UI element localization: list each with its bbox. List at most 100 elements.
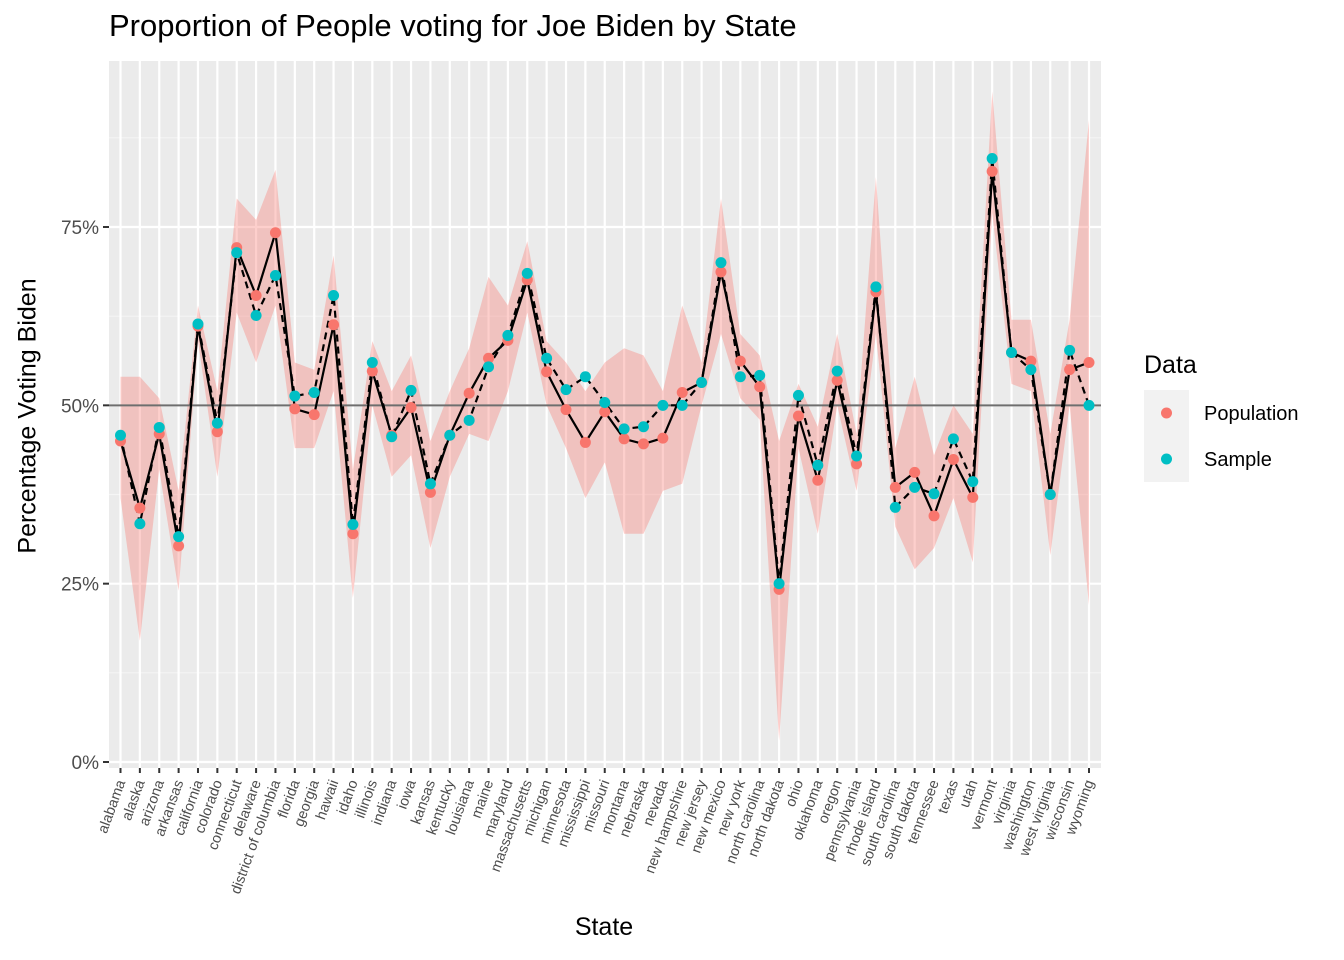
data-point-sample — [541, 352, 553, 364]
data-point-sample — [696, 377, 708, 389]
data-point-sample — [967, 476, 979, 488]
legend-title: Data — [1144, 351, 1197, 379]
data-point-sample — [792, 389, 804, 401]
data-point-sample — [502, 329, 514, 341]
data-point-population — [754, 381, 766, 393]
data-point-population — [560, 404, 572, 416]
x-axis-title: State — [574, 913, 634, 941]
data-point-sample — [386, 431, 398, 443]
data-point-population — [1025, 355, 1037, 367]
y-axis: 0% 25% 50% 75% — [61, 218, 109, 774]
y-tick-label: 25% — [61, 575, 99, 596]
data-point-sample — [773, 578, 785, 590]
data-point-population — [986, 165, 998, 177]
data-point-population — [134, 502, 146, 514]
data-point-population — [308, 409, 320, 421]
data-point-sample — [715, 257, 727, 269]
data-point-sample — [134, 518, 146, 530]
data-point-sample — [560, 384, 572, 396]
data-point-sample — [579, 371, 591, 383]
data-point-sample — [1044, 489, 1056, 500]
data-point-sample — [1083, 399, 1095, 411]
data-point-population — [618, 433, 630, 445]
data-point-sample — [986, 153, 998, 165]
x-axis: alabamaalaskaarizonaarkansascaliforniaco… — [95, 768, 1098, 896]
data-point-population — [483, 352, 495, 364]
data-point-sample — [424, 478, 436, 490]
data-point-population — [405, 401, 417, 413]
data-point-population — [676, 386, 688, 398]
data-point-sample — [657, 399, 669, 411]
legend-key-sample — [1161, 453, 1172, 465]
data-point-population — [269, 227, 281, 239]
data-point-sample — [618, 423, 630, 435]
data-point-population — [909, 466, 921, 478]
y-tick-label: 50% — [61, 396, 99, 417]
data-point-sample — [909, 481, 921, 493]
data-point-population — [424, 486, 436, 498]
data-point-population — [715, 266, 727, 278]
data-point-population — [366, 365, 378, 377]
data-point-population — [792, 410, 804, 422]
data-point-sample — [463, 414, 475, 426]
data-point-sample — [308, 386, 320, 398]
data-point-sample — [192, 318, 204, 330]
data-point-sample — [889, 501, 901, 513]
data-point-sample — [947, 433, 959, 445]
data-point-population — [289, 403, 301, 415]
legend-key-population — [1161, 407, 1172, 419]
data-point-population — [250, 289, 262, 301]
data-point-sample — [211, 417, 223, 429]
data-point-population — [541, 366, 553, 378]
data-point-sample — [676, 399, 688, 411]
data-point-sample — [153, 421, 165, 433]
data-point-sample — [115, 429, 126, 441]
data-point-sample — [444, 429, 456, 441]
data-point-population — [967, 491, 979, 503]
data-point-sample — [599, 396, 611, 408]
data-point-population — [851, 458, 863, 470]
data-point-sample — [328, 289, 340, 301]
data-point-sample — [483, 361, 495, 373]
data-point-population — [734, 355, 746, 367]
data-point-sample — [1064, 344, 1076, 356]
data-point-population — [657, 432, 669, 444]
data-point-population — [831, 374, 843, 386]
data-point-population — [812, 474, 824, 486]
data-point-population — [328, 319, 340, 331]
data-point-sample — [366, 357, 378, 369]
y-tick-label: 0% — [72, 753, 100, 774]
data-point-population — [1083, 357, 1095, 369]
data-point-sample — [521, 267, 533, 279]
data-point-population — [637, 438, 649, 450]
data-point-population — [947, 454, 959, 466]
data-point-sample — [405, 384, 417, 396]
legend: Data Population Sample — [1144, 351, 1299, 482]
data-point-population — [1064, 364, 1076, 376]
data-point-sample — [1025, 364, 1037, 376]
data-point-population — [463, 387, 475, 399]
data-point-sample — [851, 450, 863, 462]
y-tick-label: 75% — [61, 218, 99, 239]
data-point-population — [579, 436, 591, 448]
points-layer — [115, 153, 1095, 595]
data-point-sample — [1006, 347, 1018, 359]
data-point-sample — [347, 518, 359, 530]
data-point-sample — [173, 531, 185, 543]
data-point-sample — [250, 309, 262, 321]
chart-title: Proportion of People voting for Joe Bide… — [109, 8, 797, 43]
legend-label: Sample — [1204, 449, 1272, 471]
data-point-sample — [928, 488, 940, 500]
data-point-sample — [637, 421, 649, 433]
data-point-sample — [289, 390, 301, 402]
data-point-population — [347, 528, 359, 540]
data-point-sample — [269, 270, 281, 282]
y-axis-title: Percentage Voting Biden — [13, 278, 42, 554]
data-point-sample — [812, 459, 824, 471]
data-point-population — [889, 481, 901, 493]
data-point-sample — [831, 365, 843, 377]
data-point-sample — [754, 369, 766, 381]
data-point-population — [173, 540, 185, 552]
